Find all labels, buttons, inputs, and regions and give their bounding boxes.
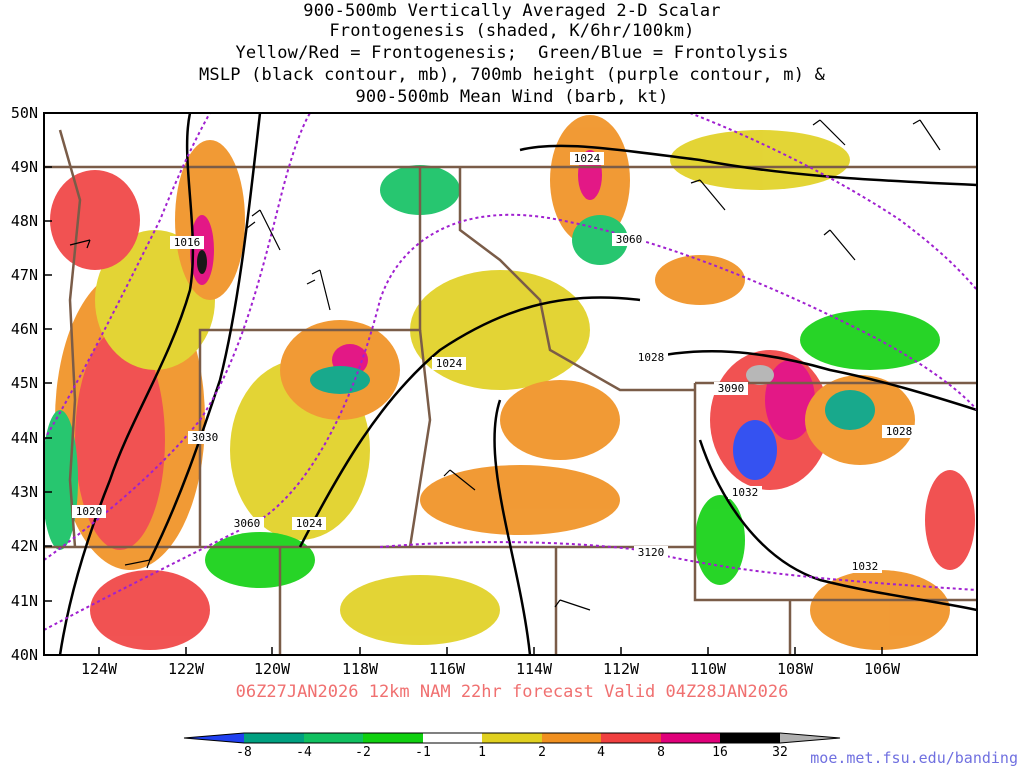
lat-label-48n: 48N (10, 212, 38, 230)
lat-label-45n: 45N (10, 374, 38, 392)
lon-label-116w: 116W (428, 660, 466, 678)
colorbar-label-neg2: -2 (355, 745, 371, 760)
colorbar-swatch-6 (542, 733, 601, 743)
lon-label-114w: 114W (515, 660, 553, 678)
title-line-1: 900-500mb Vertically Averaged 2-D Scalar (303, 1, 721, 21)
lat-label-43n: 43N (10, 483, 38, 501)
lon-label-124w: 124W (80, 660, 118, 678)
height-label-5: 3120 (634, 546, 668, 559)
lat-label-44n: 44N (10, 429, 38, 447)
svg-text:1024: 1024 (296, 517, 323, 530)
lat-label-41n: 41N (10, 592, 38, 610)
wind-barbs (69, 119, 941, 611)
lon-label-106w: 106W (863, 660, 901, 678)
colorbar-label-4: 4 (597, 745, 605, 760)
mslp-label-7: 1032 (848, 560, 882, 573)
mslp-label-8: 1020 (72, 505, 106, 518)
svg-text:1020: 1020 (76, 505, 103, 518)
colorbar-swatch-5 (482, 733, 542, 743)
mslp-label-2: 1016 (170, 236, 204, 249)
mslp-label-9: 1024 (292, 517, 326, 530)
mslp-contours (58, 113, 977, 655)
colorbar-swatch-0 (184, 733, 244, 743)
colorbar-swatch-3 (363, 733, 423, 743)
colorbar (183, 732, 841, 744)
mslp-label-4: 1028 (634, 351, 668, 364)
svg-text:3060: 3060 (234, 517, 261, 530)
height-label-3: 3030 (188, 431, 222, 444)
lon-label-120w: 120W (253, 660, 291, 678)
lon-label-110w: 110W (689, 660, 727, 678)
svg-text:3060: 3060 (616, 233, 643, 246)
svg-text:1028: 1028 (886, 425, 913, 438)
lon-label-122w: 122W (167, 660, 205, 678)
svg-text:1028: 1028 (638, 351, 665, 364)
svg-text:3120: 3120 (638, 546, 665, 559)
colorbar-swatch-8 (661, 733, 720, 743)
colorbar-swatch-2 (304, 733, 363, 743)
svg-text:1016: 1016 (174, 236, 201, 249)
colorbar-label-neg4: -4 (296, 745, 312, 760)
svg-text:1032: 1032 (852, 560, 879, 573)
colorbar-label-8: 8 (657, 745, 665, 760)
svg-text:1024: 1024 (574, 152, 601, 165)
svg-text:1032: 1032 (732, 486, 759, 499)
height-label-1: 3060 (612, 233, 646, 246)
lat-label-42n: 42N (10, 537, 38, 555)
title-line-5: 900-500mb Mean Wind (barb, kt) (355, 87, 669, 107)
source-url[interactable]: moe.met.fsu.edu/banding (810, 749, 1018, 767)
title-line-2: Frontogenesis (shaded, K/6hr/100km) (329, 21, 695, 41)
colorbar-swatch-10 (780, 733, 840, 743)
mslp-label-1: 1024 (570, 152, 604, 165)
lon-label-108w: 108W (776, 660, 814, 678)
svg-text:3030: 3030 (192, 431, 219, 444)
map-frame (43, 112, 978, 656)
lon-label-118w: 118W (341, 660, 379, 678)
title-line-4: MSLP (black contour, mb), 700mb height (… (198, 65, 826, 85)
height-label-4: 3060 (230, 517, 264, 530)
colorbar-label-neg8: -8 (236, 745, 252, 760)
lat-label-47n: 47N (10, 266, 38, 284)
svg-text:1024: 1024 (436, 357, 463, 370)
colorbar-swatch-9 (720, 733, 780, 743)
colorbar-swatch-1 (244, 733, 304, 743)
contour-label-group: 1024 1016 1024 1028 1028 1032 1032 1020 … (72, 152, 916, 573)
colorbar-label-32: 32 (772, 745, 788, 760)
colorbar-swatch-7 (601, 733, 661, 743)
mslp-label-6: 1032 (728, 486, 762, 499)
colorbar-label-1: 1 (478, 745, 486, 760)
lon-label-112w: 112W (602, 660, 640, 678)
lat-label-46n: 46N (10, 320, 38, 338)
colorbar-label-16: 16 (712, 745, 728, 760)
svg-text:3090: 3090 (718, 382, 745, 395)
axis-ticks (44, 112, 883, 655)
colorbar-label-2: 2 (538, 745, 546, 760)
lat-label-49n: 49N (10, 158, 38, 176)
title-line-3: Yellow/Red = Frontogenesis; Green/Blue =… (235, 43, 789, 63)
lat-label-40n: 40N (10, 646, 38, 664)
colorbar-swatch-4 (423, 733, 482, 743)
forecast-valid-text: 06Z27JAN2026 12km NAM 22hr forecast Vali… (235, 682, 789, 702)
colorbar-label-neg1: -1 (415, 745, 431, 760)
mslp-label-5: 1028 (882, 425, 916, 438)
height-label-2: 3090 (714, 382, 748, 395)
lat-label-50n: 50N (10, 104, 38, 122)
mslp-label-3: 1024 (432, 357, 466, 370)
